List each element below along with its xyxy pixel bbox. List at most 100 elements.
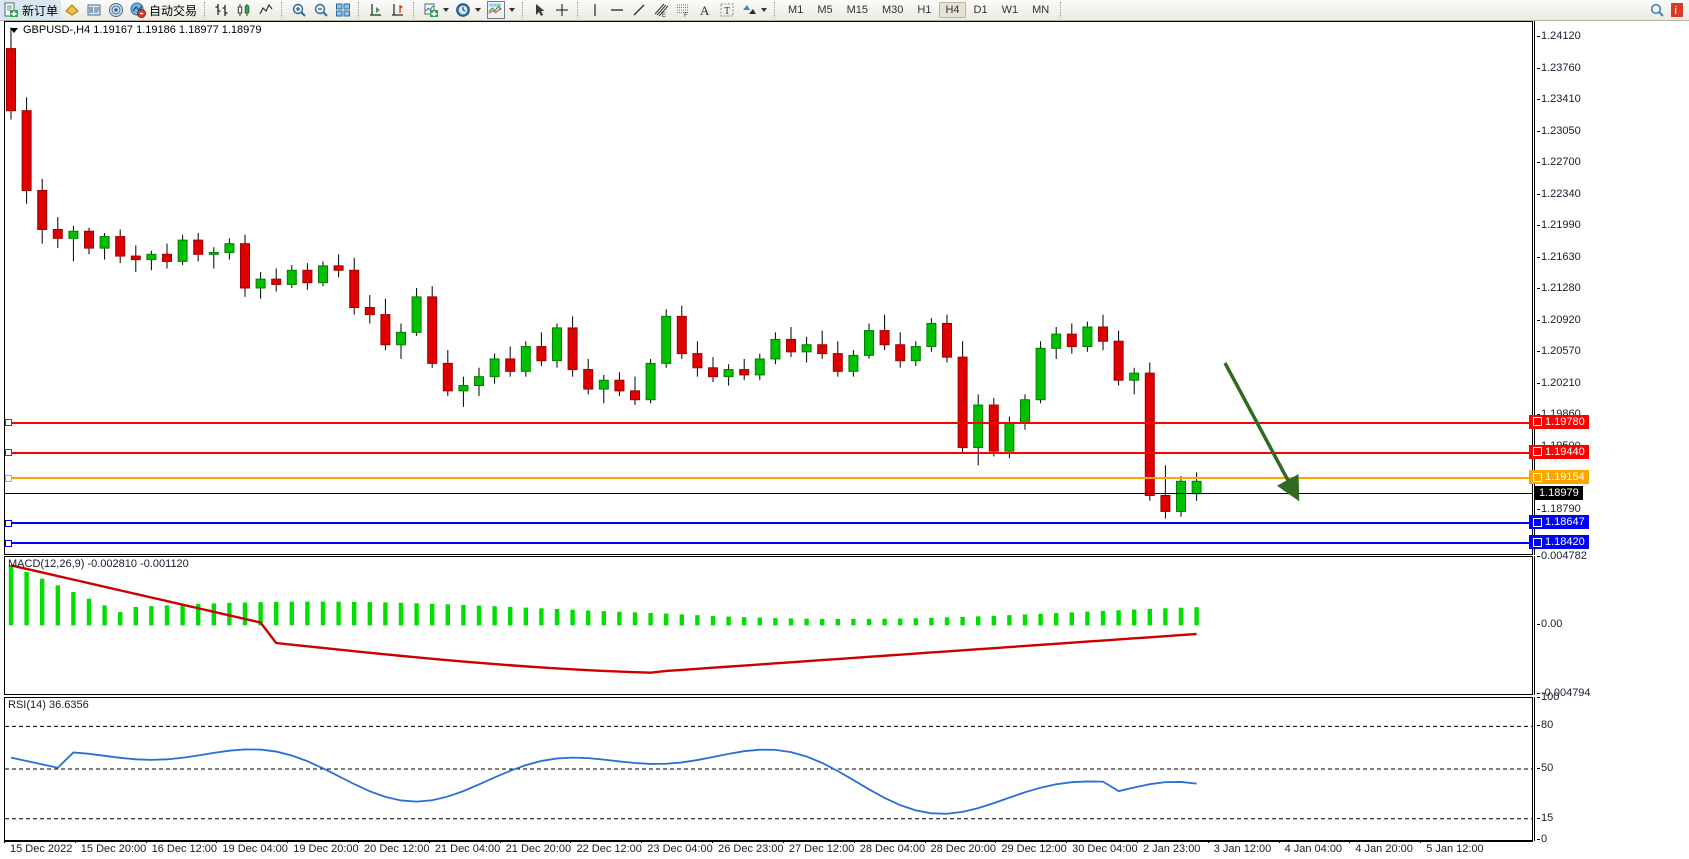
price-tag-bid[interactable]: 1.18979: [1535, 485, 1583, 500]
timeframe-m15[interactable]: M15: [846, 4, 868, 16]
search-icon[interactable]: [1649, 2, 1665, 18]
auto-scroll-button[interactable]: [365, 0, 387, 20]
price-line-resistance[interactable]: [5, 421, 1532, 424]
trendline-button[interactable]: [628, 0, 650, 20]
price-axis[interactable]: 1.24120 1.23760 1.23410 1.23050 1.22700 1.223…: [1529, 21, 1689, 845]
price-tag-resistance[interactable]: 1.19780: [1529, 414, 1589, 429]
chevron-down-icon[interactable]: [443, 8, 450, 12]
time-axis-label: 27 Dec 12:00: [782, 840, 855, 855]
time-axis-label: 21 Dec 20:00: [499, 840, 572, 855]
shapes-button[interactable]: [738, 0, 770, 20]
zoom-out-icon: [313, 2, 329, 18]
cursor-icon: [532, 2, 548, 18]
price-tag-support[interactable]: 1.18647: [1529, 515, 1589, 530]
templates-button[interactable]: [484, 0, 518, 20]
toolbar-separator: [522, 2, 525, 18]
new-order-button[interactable]: 新订单: [0, 0, 62, 20]
price-line-resistance[interactable]: [5, 451, 1532, 454]
timeframe-m5[interactable]: M5: [817, 4, 833, 16]
autotrading-button[interactable]: 自动交易: [127, 0, 200, 20]
price-tag-label: 1.19440: [1545, 445, 1585, 458]
svg-text:A: A: [700, 3, 710, 18]
line-chart-button[interactable]: [255, 0, 277, 20]
chevron-down-icon[interactable]: [475, 8, 482, 12]
chart-shift-button[interactable]: [387, 0, 409, 20]
vertical-line-button[interactable]: [584, 0, 606, 20]
tile-windows-button[interactable]: [332, 0, 354, 20]
price-line-support[interactable]: [5, 522, 1532, 525]
price-tag-resistance[interactable]: 1.19440: [1529, 444, 1589, 459]
crosshair-button[interactable]: [551, 0, 573, 20]
zoom-out-button[interactable]: [310, 0, 332, 20]
time-axis-label: 22 Dec 12:00: [570, 840, 642, 855]
expert-advisor-icon: [64, 2, 80, 18]
toolbar-icon-terminal[interactable]: [83, 0, 105, 20]
chevron-down-icon[interactable]: [761, 8, 768, 12]
toolbar-icon-signals[interactable]: [105, 0, 127, 20]
rsi-pane[interactable]: RSI(14) 36.6356: [4, 697, 1533, 841]
symbol-header: GBPUSD-,H4 1.19167 1.19186 1.18977 1.189…: [10, 24, 262, 36]
macd-tick: 0.00: [1536, 618, 1563, 631]
fibonacci-button[interactable]: F: [672, 0, 694, 20]
chart-area[interactable]: GBPUSD-,H4 1.19167 1.19186 1.18977 1.189…: [0, 21, 1689, 858]
horizontal-line-icon: [609, 2, 625, 18]
time-axis[interactable]: 15 Dec 2022 15 Dec 20:00 16 Dec 12:00 19 De…: [3, 840, 1533, 859]
timeframe-w1[interactable]: W1: [1001, 4, 1019, 16]
price-tag-support[interactable]: 1.18420: [1529, 535, 1589, 550]
chevron-down-icon[interactable]: [10, 27, 18, 33]
toolbar-icon-expert[interactable]: [61, 0, 83, 20]
price-line-handle[interactable]: [5, 519, 12, 527]
macd-label: MACD(12,26,9) -0.002810 -0.001120: [8, 558, 189, 570]
time-axis-label: 16 Dec 12:00: [145, 840, 218, 855]
text-label-button[interactable]: T: [716, 0, 738, 20]
time-axis-label: 19 Dec 20:00: [287, 840, 359, 855]
price-tag-handle[interactable]: [1533, 447, 1542, 457]
trendline-icon: [631, 2, 647, 18]
price-line-handle[interactable]: [5, 539, 12, 547]
timeframe-mn[interactable]: MN: [1032, 4, 1050, 16]
svg-text:T: T: [724, 6, 730, 17]
chevron-down-icon[interactable]: [509, 8, 516, 12]
cursor-button[interactable]: [529, 0, 551, 20]
price-line-handle[interactable]: [5, 419, 12, 427]
price-tick: 1.21280: [1537, 281, 1581, 294]
line-chart-icon: [258, 2, 274, 18]
fibonacci-icon: F: [675, 2, 691, 18]
indicators-button[interactable]: [420, 0, 452, 20]
price-tick: 1.20570: [1537, 344, 1581, 357]
bar-chart-button[interactable]: [211, 0, 233, 20]
price-pane[interactable]: GBPUSD-,H4 1.19167 1.19186 1.18977 1.189…: [4, 21, 1533, 555]
horizontal-line-button[interactable]: [606, 0, 628, 20]
timeframe-h4[interactable]: H4: [939, 2, 966, 18]
info-icon[interactable]: i: [1669, 2, 1685, 18]
price-tick: 1.20210: [1537, 376, 1581, 389]
indicators-icon: [423, 2, 439, 18]
price-tag-entry[interactable]: 1.19154: [1529, 470, 1589, 485]
price-line-bid[interactable]: [5, 493, 1532, 495]
price-tag-handle[interactable]: [1533, 472, 1542, 482]
zoom-in-button[interactable]: [288, 0, 310, 20]
time-axis-label: 2 Jan 23:00: [1136, 840, 1201, 855]
rsi-tick: 80: [1536, 719, 1554, 732]
timeframe-h1[interactable]: H1: [917, 4, 932, 16]
price-line-handle[interactable]: [5, 449, 12, 457]
price-line-handle[interactable]: [5, 474, 12, 482]
autotrading-label: 自动交易: [149, 3, 198, 18]
price-line-support[interactable]: [5, 542, 1532, 545]
timeframe-d1[interactable]: D1: [973, 4, 988, 16]
macd-pane[interactable]: MACD(12,26,9) -0.002810 -0.001120: [4, 556, 1533, 695]
candlestick-chart-button[interactable]: [233, 0, 255, 20]
crosshair-icon: [554, 2, 570, 18]
price-tag-handle[interactable]: [1533, 417, 1542, 427]
periods-button[interactable]: [452, 0, 484, 20]
price-tag-handle[interactable]: [1533, 517, 1542, 527]
timeframe-m1[interactable]: M1: [788, 4, 804, 16]
axis-line-macd: [1534, 556, 1535, 695]
new-order-label: 新订单: [22, 3, 59, 18]
rsi-label: RSI(14) 36.6356: [8, 699, 89, 711]
timeframe-m30[interactable]: M30: [882, 4, 904, 16]
text-button[interactable]: A: [694, 0, 716, 20]
price-tag-handle[interactable]: [1533, 537, 1542, 547]
price-line-entry[interactable]: [5, 477, 1532, 480]
equidistant-channel-button[interactable]: E: [650, 0, 672, 20]
